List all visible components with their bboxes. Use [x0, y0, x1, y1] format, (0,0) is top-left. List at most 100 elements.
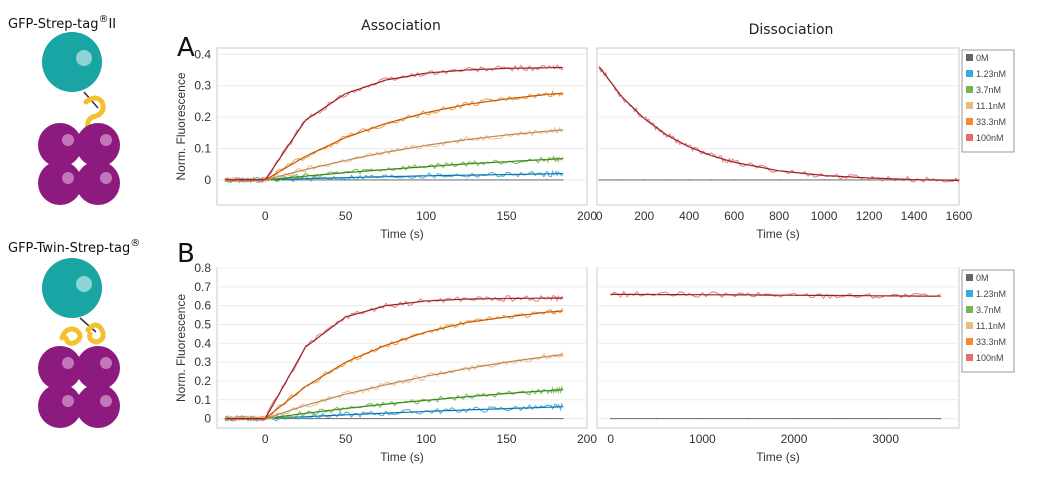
data-point: [546, 355, 548, 358]
data-point: [465, 409, 467, 411]
data-point: [425, 72, 427, 74]
series-trace-100nM: [224, 294, 564, 422]
data-point: [610, 417, 612, 420]
data-point: [425, 417, 427, 420]
data-point: [385, 79, 387, 81]
series-fit-11.1nM: [225, 129, 563, 181]
y-tick-label: 0.2: [194, 374, 211, 388]
data-point: [345, 361, 347, 363]
legend-swatch: [966, 102, 973, 109]
data-point: [823, 174, 825, 177]
data-point: [304, 168, 307, 171]
y-tick-label: 0.1: [194, 393, 211, 407]
data-point: [465, 396, 467, 398]
data-point: [385, 403, 387, 405]
data-point: [264, 179, 266, 181]
data-point: [610, 293, 612, 295]
data-point: [465, 298, 467, 300]
panel-letter-a: A: [177, 33, 195, 63]
data-point: [505, 417, 508, 420]
data-point: [546, 158, 548, 161]
data-point: [385, 417, 387, 420]
data-point: [733, 179, 735, 181]
x-tick-label: 1000: [811, 209, 838, 223]
x-axis-label: Time (s): [756, 450, 800, 464]
data-point: [465, 69, 467, 71]
plot-area: [596, 267, 960, 429]
series-trace-3.7nM: [225, 155, 564, 184]
data-point: [711, 179, 713, 181]
panel-letter-b: B: [177, 239, 195, 269]
data-point: [655, 417, 658, 420]
data-point: [823, 179, 825, 181]
data-point: [425, 399, 427, 401]
legend-label: 0M: [976, 273, 989, 283]
legend-label: 100nM: [976, 353, 1004, 363]
data-point: [839, 294, 841, 297]
data-point: [345, 159, 347, 162]
data-point: [345, 414, 347, 416]
data-point: [304, 404, 307, 407]
legend-swatch: [966, 86, 973, 93]
data-point: [465, 417, 467, 420]
data-point: [885, 295, 887, 297]
column-title-association: Association: [361, 18, 441, 34]
data-point: [562, 173, 564, 175]
data-point: [304, 178, 307, 180]
data-point: [598, 66, 600, 68]
data-point: [505, 179, 508, 181]
data-point: [345, 177, 347, 179]
series-fit-3.7nM: [225, 389, 563, 420]
legend: 0M 1.23nM 3.7nM 11.1nM 33.3nM 100nM: [961, 49, 1015, 153]
data-point: [425, 375, 427, 377]
data-point: [505, 134, 508, 136]
data-point: [345, 393, 347, 395]
plot-area: [216, 47, 588, 206]
chart-A-dissociation: 0 200 400 600 800 1000 1200 1400 1600 Time (s) 0M 1…: [596, 47, 1015, 241]
data-point: [733, 161, 735, 163]
data-point: [666, 134, 668, 136]
data-point: [304, 412, 307, 414]
data-point: [778, 179, 780, 181]
series-trace-33.3nM: [224, 89, 564, 183]
series-trace-11.1nM: [224, 126, 564, 183]
data-point: [562, 389, 564, 391]
data-point: [505, 316, 508, 318]
legend-label: 33.3nM: [976, 337, 1006, 347]
legend-label: 1.23nM: [976, 289, 1006, 299]
series-fit-33.3nM: [225, 92, 563, 181]
y-tick-label: 0.1: [194, 141, 211, 155]
x-tick-label: 100: [416, 209, 436, 223]
x-tick-label: 100: [416, 432, 436, 446]
series-fit-3.7nM: [225, 157, 563, 181]
data-point: [688, 146, 690, 148]
data-point: [345, 316, 347, 318]
data-point: [505, 297, 508, 300]
data-point: [546, 130, 548, 132]
legend-swatch: [966, 70, 973, 77]
data-point: [385, 412, 387, 414]
legend-swatch: [966, 118, 973, 125]
row-title-a: GFP-Strep-tag®II: [8, 14, 116, 32]
data-point: [546, 390, 548, 392]
x-tick-label: 400: [679, 209, 699, 223]
data-point: [546, 179, 548, 181]
data-point: [505, 67, 508, 70]
legend-swatch: [966, 134, 973, 141]
x-tick-label: 150: [497, 432, 517, 446]
x-tick-label: 150: [497, 209, 517, 223]
data-point: [688, 179, 690, 181]
y-tick-label: 0.5: [194, 317, 211, 331]
data-point: [666, 179, 668, 181]
series-trace-33.3nM: [224, 308, 564, 422]
data-point: [940, 295, 942, 297]
data-point: [345, 92, 347, 95]
y-axis-label: Norm. Fluorescence: [174, 294, 188, 402]
data-point: [465, 179, 467, 181]
x-tick-label: 3000: [872, 432, 899, 446]
data-point: [465, 103, 467, 106]
data-point: [465, 368, 467, 370]
x-tick-label: 1600: [946, 209, 973, 223]
x-tick-label: 1000: [689, 432, 716, 446]
